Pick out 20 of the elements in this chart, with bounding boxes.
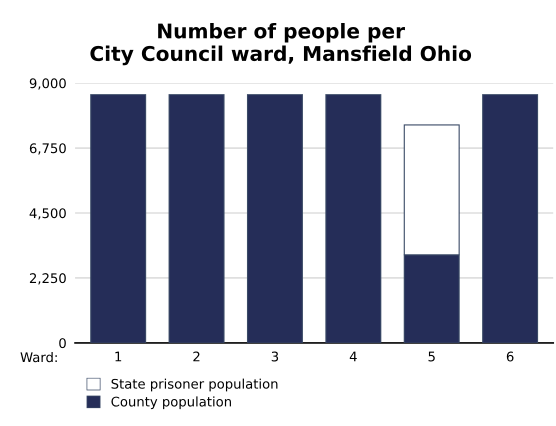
legend-label: County population bbox=[111, 396, 231, 410]
bar bbox=[246, 94, 303, 343]
x-tick-label: 2 bbox=[193, 351, 200, 362]
bar bbox=[90, 94, 146, 343]
x-tick-label: 4 bbox=[350, 352, 357, 362]
y-tick-label: 2,250 bbox=[30, 273, 66, 285]
x-tick-label: 1 bbox=[115, 352, 122, 362]
legend-label: State prisoner population bbox=[112, 378, 278, 392]
y-tick-label: 0 bbox=[59, 338, 66, 348]
y-tick-label: 4,500 bbox=[30, 208, 66, 220]
y-tick-label: 9,000 bbox=[30, 78, 66, 90]
x-tick-label: 5 bbox=[428, 352, 435, 362]
x-tick-label: 3 bbox=[272, 351, 278, 362]
bar bbox=[168, 94, 225, 343]
y-tick-label: 6,750 bbox=[30, 143, 66, 155]
x-tick-label: 6 bbox=[506, 351, 514, 362]
bar bbox=[482, 94, 538, 343]
chart-title: Number of people per City Council ward, Mansfield Ohio bbox=[90, 22, 472, 66]
x-axis-title: Ward: bbox=[20, 352, 57, 362]
bar bbox=[325, 94, 382, 343]
